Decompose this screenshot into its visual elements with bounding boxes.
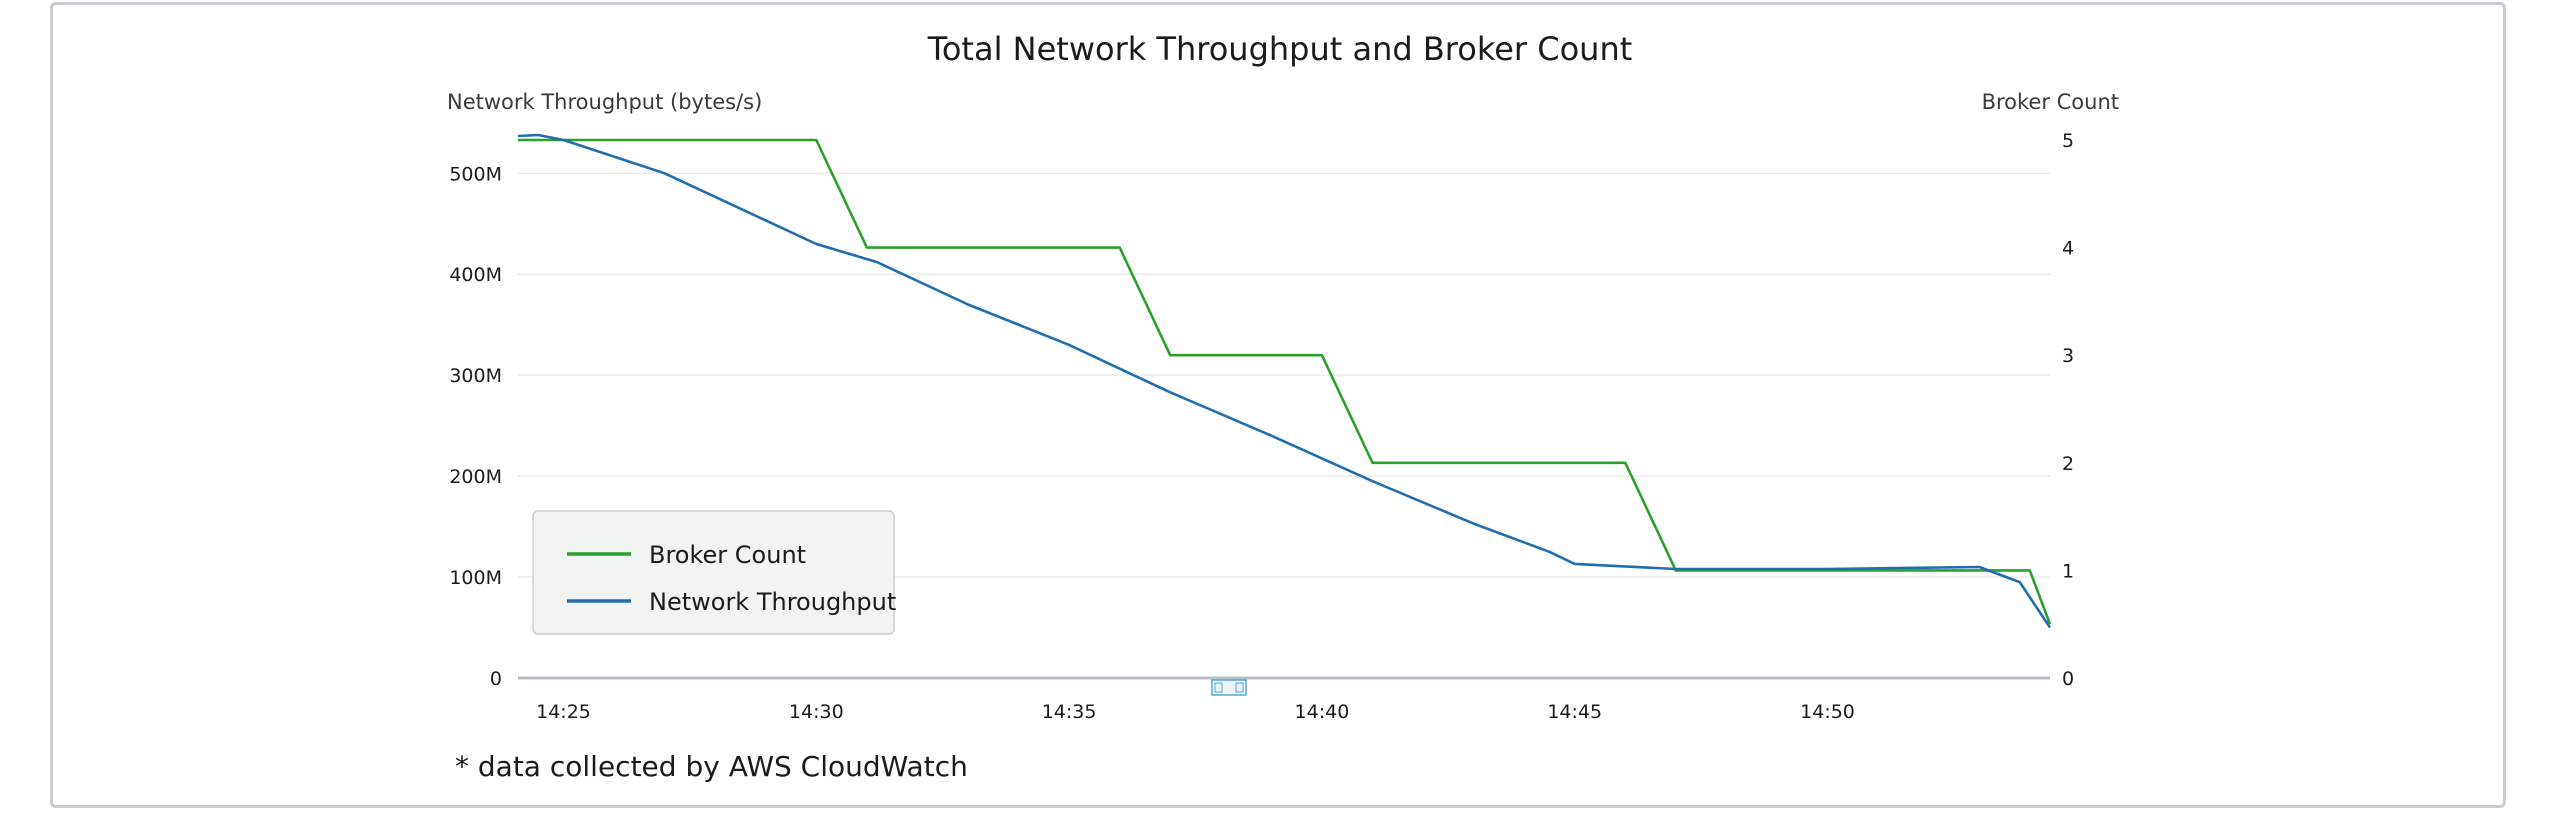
range-handle-right — [1235, 682, 1244, 693]
left-tick-label: 0 — [490, 668, 502, 690]
x-axis-ticks: 14:25 14:30 14:35 14:40 14:45 14:50 — [536, 701, 1855, 723]
time-range-handle[interactable] — [1211, 679, 1247, 696]
x-tick-label: 14:30 — [789, 701, 844, 723]
x-tick-label: 14:35 — [1042, 701, 1097, 723]
right-tick-label: 1 — [2062, 560, 2074, 582]
x-tick-label: 14:50 — [1800, 701, 1855, 723]
left-tick-label: 400M — [449, 264, 502, 286]
legend-label: Network Throughput — [649, 588, 896, 616]
chart-title: Total Network Throughput and Broker Coun… — [927, 30, 1633, 68]
x-tick-label: 14:40 — [1295, 701, 1350, 723]
series-line-network-throughput — [517, 133, 2052, 629]
right-tick-label: 5 — [2062, 130, 2074, 152]
chart-panel — [50, 2, 2506, 808]
footnote: * data collected by AWS CloudWatch — [455, 750, 968, 783]
right-tick-label: 0 — [2062, 668, 2074, 690]
right-tick-label: 3 — [2062, 345, 2074, 367]
left-tick-label: 100M — [449, 567, 502, 589]
right-axis-title: Broker Count — [1982, 90, 2119, 114]
range-handle-box — [1211, 679, 1247, 696]
left-tick-label: 300M — [449, 365, 502, 387]
left-tick-label: 200M — [449, 466, 502, 488]
right-tick-label: 2 — [2062, 453, 2074, 475]
range-handle-left — [1214, 682, 1223, 693]
series-lines — [517, 133, 2052, 629]
right-axis-ticks: 0 1 2 3 4 5 — [2062, 130, 2074, 690]
x-tick-label: 14:45 — [1547, 701, 1602, 723]
series-line-broker-count — [518, 138, 2052, 625]
x-tick-label: 14:25 — [536, 701, 591, 723]
right-tick-label: 4 — [2062, 238, 2074, 260]
legend: Broker Count Network Throughput — [532, 510, 896, 635]
legend-box — [532, 510, 895, 635]
left-tick-label: 500M — [449, 163, 502, 185]
legend-label: Broker Count — [649, 541, 806, 569]
left-axis-title: Network Throughput (bytes/s) — [447, 90, 762, 114]
left-axis-ticks: 0 100M 200M 300M 400M 500M — [449, 163, 502, 690]
